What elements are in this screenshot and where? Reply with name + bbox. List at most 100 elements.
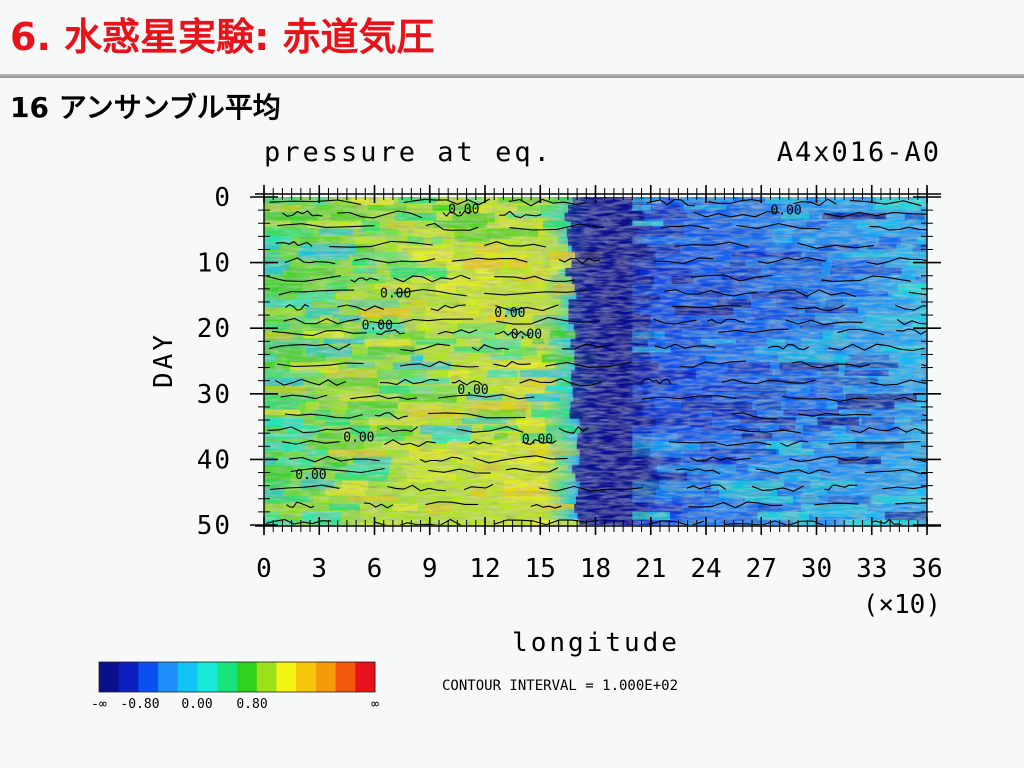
contour-line [648, 520, 704, 525]
x-tick-label: 6 [367, 554, 383, 584]
colorbar-labels: -∞ -0.80 0.00 0.80 ∞ [91, 697, 379, 712]
contour-line [751, 485, 804, 492]
contour-line [272, 329, 367, 337]
contour-line [494, 275, 576, 282]
contour-line [824, 211, 927, 218]
contour-interval-text: CONTOUR INTERVAL = 1.000E+02 [442, 678, 678, 694]
contour-line [693, 211, 780, 218]
contour-line [869, 225, 927, 231]
colorbar-tick-label: 0.80 [236, 697, 267, 712]
contour-line [363, 502, 394, 509]
colorbar-swatch [138, 662, 159, 692]
contour-line [403, 198, 491, 206]
contour-line [539, 485, 644, 492]
contour-line [707, 199, 763, 205]
contour-line [495, 304, 559, 312]
contour-line [895, 502, 927, 505]
contour-line [277, 362, 364, 368]
contour-line [494, 330, 530, 336]
x-tick-label: 0 [256, 554, 272, 584]
contour-line [425, 501, 479, 506]
contour-line [736, 223, 821, 230]
x-tick-label: 3 [311, 554, 327, 584]
contour-line [451, 379, 483, 386]
contour-line [393, 274, 471, 283]
contour-line [266, 275, 341, 282]
contour-line [427, 412, 526, 419]
contour-line [493, 360, 531, 368]
contour-line [350, 394, 417, 400]
contour-line [706, 318, 745, 324]
x-axis-label: longitude [512, 628, 680, 658]
contour-label: 0.00 [295, 468, 326, 483]
contour-line [284, 413, 363, 419]
contour-line [283, 317, 360, 325]
contour-line [387, 484, 446, 492]
contour-line [270, 484, 340, 490]
contour-line [767, 343, 810, 351]
contour-line [769, 289, 857, 298]
contour-line [442, 210, 473, 217]
contour-line [866, 257, 927, 265]
contour-line [660, 224, 710, 230]
contour-line [558, 425, 589, 434]
contour-line [456, 426, 524, 433]
contour-line [354, 258, 436, 264]
contour-line [400, 360, 479, 368]
contour-line [463, 484, 494, 491]
contour-line [921, 244, 927, 247]
x-tick-label: 36 [911, 554, 942, 584]
contour-line [894, 304, 927, 311]
contour-line [688, 501, 783, 509]
contour-line [654, 257, 714, 265]
colorbar-swatch [177, 662, 199, 692]
contour-line [278, 289, 355, 296]
colorbar-tick-label: 0.00 [181, 697, 212, 712]
contour-line [828, 440, 921, 445]
contour-line [785, 319, 863, 326]
contour-label: 0.00 [457, 383, 488, 398]
contour-line [691, 274, 773, 282]
x-tick-label: 9 [422, 554, 438, 584]
contour-line [757, 256, 826, 264]
contour-line [732, 428, 801, 434]
x-tick-label: 33 [856, 554, 887, 584]
x-tick-labels: 0 3 6 9 12 15 18 21 24 27 30 33 36 [256, 554, 942, 584]
contour-line [894, 396, 927, 403]
contour-line [275, 378, 346, 386]
contour-line [689, 456, 751, 462]
contour-line [908, 291, 927, 296]
y-tick-label: 40 [197, 445, 232, 475]
colorbar-swatch [197, 662, 218, 692]
contour-label: 0.00 [511, 328, 542, 343]
contour-label: 0.00 [494, 306, 525, 321]
contour-line [265, 518, 332, 525]
contour-line [646, 198, 696, 207]
contour-line [789, 456, 869, 462]
contour-label: 0.00 [770, 204, 801, 219]
field-cell [922, 370, 927, 378]
x-tick-label: 12 [469, 554, 500, 584]
contour-line [380, 426, 419, 433]
contour-line [290, 467, 385, 474]
contour-line [499, 210, 542, 219]
contour-line [509, 223, 604, 231]
y-tick-label: 10 [197, 249, 232, 279]
contour-line [849, 199, 922, 207]
contour-line [369, 318, 474, 325]
colorbar-tick-label: -0.80 [120, 697, 159, 712]
contour-line [821, 275, 911, 283]
colorbar-swatch [296, 662, 317, 692]
y-tick-label: 50 [197, 511, 232, 541]
contour-line [561, 343, 611, 350]
contour-line [921, 363, 927, 367]
contour-line [545, 361, 632, 368]
axes [250, 185, 941, 535]
colorbar [98, 661, 376, 693]
x-multiplier-label: (×10) [863, 590, 941, 620]
colorbar-swatch [217, 662, 238, 692]
x-tick-label: 21 [635, 554, 666, 584]
field-cell [925, 267, 927, 275]
contour-line [851, 426, 925, 434]
contour-line [275, 241, 313, 247]
